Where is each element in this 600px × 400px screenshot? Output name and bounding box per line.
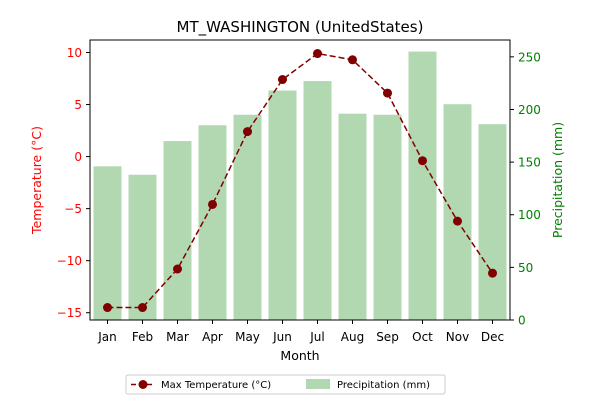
temperature-line-path	[107, 52, 494, 309]
right-y-axis: 0 50 100 150 200 250	[510, 50, 541, 328]
x-tick-label-mar: Mar	[166, 330, 189, 344]
y-axis-label-right: Precipitation (mm)	[550, 122, 565, 238]
legend-box	[125, 374, 446, 395]
legend-label-temperature: Max Temperature (°C)	[161, 380, 271, 391]
left-tick-label: 10	[67, 46, 82, 60]
x-tick-label-jan: Jan	[97, 330, 117, 344]
left-tick-label: 0	[74, 150, 82, 164]
precipitation-bar-sep	[373, 114, 402, 321]
x-tick-label-nov: Nov	[446, 330, 469, 344]
temperature-point-may	[243, 127, 252, 137]
x-tick-label-dec: Dec	[481, 330, 504, 344]
precipitation-bar-jun	[268, 90, 297, 320]
precipitation-bars	[93, 51, 507, 321]
chart-title: MT_WASHINGTON (UnitedStates)	[177, 18, 424, 37]
temperature-point-jan	[103, 303, 112, 313]
temperature-point-dec	[488, 268, 497, 278]
precipitation-bar-nov	[443, 104, 472, 321]
legend-marker-swatch	[138, 380, 148, 389]
x-tick-label-jun: Jun	[272, 330, 292, 344]
left-y-axis: −15 −10 −5 0 5 10	[57, 46, 90, 320]
right-tick-label: 100	[518, 208, 541, 222]
temperature-point-sep	[383, 88, 392, 98]
x-tick-label-oct: Oct	[412, 330, 433, 344]
plot-frame	[89, 39, 511, 321]
temperature-point-oct	[418, 156, 427, 166]
x-tick-label-jul: Jul	[309, 330, 324, 344]
x-axis-label: Month	[280, 348, 319, 363]
right-tick-label: 200	[518, 103, 541, 117]
temperature-line	[103, 49, 497, 313]
y-axis-label-left: Temperature (°C)	[29, 126, 44, 235]
precipitation-bar-may	[233, 114, 262, 321]
temperature-point-aug	[348, 55, 357, 65]
precipitation-bar-oct	[408, 51, 437, 320]
legend-bar-swatch	[306, 379, 330, 389]
precipitation-bar-mar	[163, 141, 192, 320]
legend-label-precipitation: Precipitation (mm)	[337, 380, 430, 391]
x-tick-label-aug: Aug	[341, 330, 364, 344]
left-tick-label: −15	[57, 306, 82, 320]
precipitation-bar-jul	[303, 81, 332, 320]
right-tick-label: 150	[518, 156, 541, 170]
left-tick-label: −5	[64, 202, 82, 216]
x-tick-label-feb: Feb	[132, 330, 153, 344]
legend: Max Temperature (°C) Precipitation (mm)	[125, 374, 446, 395]
x-tick-label-sep: Sep	[376, 330, 399, 344]
right-tick-label: 50	[518, 261, 533, 275]
precipitation-bar-aug	[338, 113, 367, 321]
precipitation-bar-dec	[478, 124, 507, 321]
left-tick-label: 5	[74, 98, 82, 112]
x-tick-label-may: May	[235, 330, 260, 344]
x-axis: Jan Feb Mar Apr May Jun Jul Aug Sep Oct Nov Dec	[97, 320, 504, 344]
right-tick-label: 250	[518, 50, 541, 64]
precipitation-bar-feb	[128, 174, 157, 320]
temperature-point-jun	[278, 75, 287, 85]
temperature-point-jul	[313, 49, 322, 59]
temperature-point-feb	[138, 303, 147, 313]
temperature-point-mar	[173, 264, 182, 274]
precipitation-bar-jan	[93, 166, 122, 320]
left-tick-label: −10	[57, 254, 82, 268]
right-tick-label: 0	[518, 314, 526, 328]
temperature-point-nov	[453, 216, 462, 226]
temperature-point-apr	[208, 199, 217, 209]
x-tick-label-apr: Apr	[202, 330, 223, 344]
